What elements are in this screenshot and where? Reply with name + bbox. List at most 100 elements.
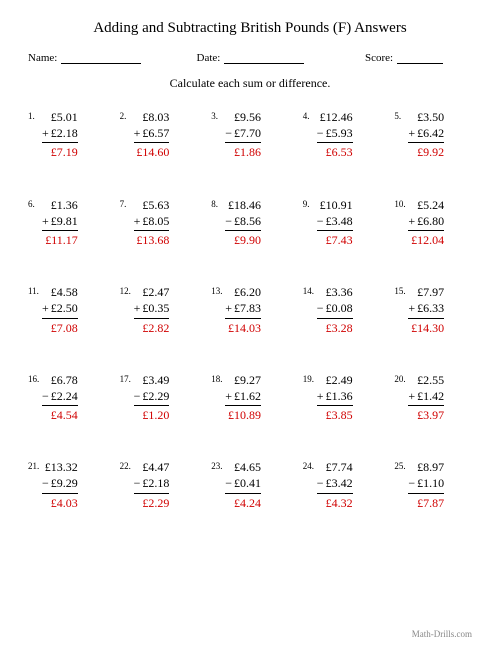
operand-row: +£1.62 [225,388,261,406]
operand-row: −£1.10 [408,475,444,493]
problem-cell: 5.£3.50+£6.42£9.92 [394,109,472,161]
problem-cell: 11.£4.58+£2.50£7.08 [28,284,106,336]
answer: £1.20 [134,406,170,423]
operand-a: £3.50 [408,109,444,125]
problem-cell: 14.£3.36−£0.08£3.28 [303,284,381,336]
operator: + [317,388,326,404]
problem-math: £9.56−£7.70£1.86 [225,109,261,161]
date-field: Date: [197,51,358,64]
problem-cell: 20.£2.55+£1.42£3.97 [394,372,472,424]
problem-cell: 8.£18.46−£8.56£9.90 [211,197,289,249]
operand-b: £1.62 [234,388,261,404]
operand-row: +£6.33 [408,300,444,318]
operator: + [42,125,51,141]
problem-cell: 21.£13.32−£9.29£4.03 [28,459,106,511]
problem-math: £3.36−£0.08£3.28 [317,284,353,336]
problem-math: £5.01+£2.18£7.19 [42,109,78,161]
operator: + [225,300,234,316]
score-label: Score: [365,52,393,64]
operand-b: £3.48 [326,213,353,229]
operator: + [134,213,143,229]
operand-row: −£0.08 [317,300,353,318]
date-line [224,51,304,64]
operand-row: +£2.18 [42,125,78,143]
operand-row: −£9.29 [42,475,78,493]
date-label: Date: [197,52,221,64]
problem-cell: 25.£8.97−£1.10£7.87 [394,459,472,511]
problem-number: 13. [211,284,225,296]
operator: − [317,125,326,141]
problem-number: 17. [120,372,134,384]
operand-row: −£3.42 [317,475,353,493]
answer: £2.82 [134,319,170,336]
operator: − [225,125,234,141]
operand-a: £6.78 [42,372,78,388]
problem-math: £3.49−£2.29£1.20 [134,372,170,424]
problem-math: £7.97+£6.33£14.30 [408,284,444,336]
operand-a: £2.55 [408,372,444,388]
worksheet-page: Adding and Subtracting British Pounds (F… [0,0,500,647]
operand-b: £2.18 [51,125,78,141]
problem-number: 20. [394,372,408,384]
answer: £12.04 [408,231,444,248]
problem-cell: 22.£4.47−£2.18£2.29 [120,459,198,511]
problem-number: 10. [394,197,408,209]
problem-math: £5.24+£6.80£12.04 [408,197,444,249]
operand-b: £6.42 [417,125,444,141]
operand-b: £5.93 [326,125,353,141]
operand-b: £9.81 [51,213,78,229]
problem-number: 15. [394,284,408,296]
operand-row: +£8.05 [134,213,170,231]
answer: £4.03 [42,494,78,511]
operand-a: £4.47 [134,459,170,475]
problem-cell: 18.£9.27+£1.62£10.89 [211,372,289,424]
problem-cell: 1.£5.01+£2.18£7.19 [28,109,106,161]
operand-b: £0.08 [326,300,353,316]
operand-a: £10.91 [317,197,353,213]
answer: £1.86 [225,143,261,160]
problem-cell: 10.£5.24+£6.80£12.04 [394,197,472,249]
operator: − [134,388,143,404]
operator: + [134,125,143,141]
operand-row: +£6.80 [408,213,444,231]
problem-cell: 9.£10.91−£3.48£7.43 [303,197,381,249]
operand-row: −£2.18 [134,475,170,493]
operand-a: £8.97 [408,459,444,475]
problem-math: £7.74−£3.42£4.32 [317,459,353,511]
operand-row: −£8.56 [225,213,261,231]
problem-number: 7. [120,197,134,209]
operand-row: −£3.48 [317,213,353,231]
operand-a: £3.36 [317,284,353,300]
answer: £7.87 [408,494,444,511]
problem-math: £1.36+£9.81£11.17 [42,197,78,249]
operator: + [408,125,417,141]
operand-b: £6.80 [417,213,444,229]
operand-a: £2.47 [134,284,170,300]
answer: £4.54 [42,406,78,423]
operand-b: £2.50 [51,300,78,316]
operator: + [42,300,51,316]
problem-number: 22. [120,459,134,471]
operand-b: £6.57 [142,125,169,141]
operator: − [42,475,51,491]
problem-math: £6.78−£2.24£4.54 [42,372,78,424]
problem-math: £8.97−£1.10£7.87 [408,459,444,511]
problem-cell: 12.£2.47+£0.35£2.82 [120,284,198,336]
operand-b: £1.42 [417,388,444,404]
operator: + [408,213,417,229]
operand-row: +£2.50 [42,300,78,318]
operand-b: £0.35 [142,300,169,316]
operand-a: £4.65 [225,459,261,475]
operand-a: £5.01 [42,109,78,125]
operator: + [225,388,234,404]
instruction-text: Calculate each sum or difference. [28,76,472,91]
problem-cell: 24.£7.74−£3.42£4.32 [303,459,381,511]
operand-b: £2.24 [51,388,78,404]
problem-math: £6.20+£7.83£14.03 [225,284,261,336]
problem-number: 16. [28,372,42,384]
problem-math: £2.47+£0.35£2.82 [134,284,170,336]
problem-number: 21. [28,459,42,471]
operator: + [408,388,417,404]
problem-number: 8. [211,197,225,209]
operator: − [317,475,326,491]
